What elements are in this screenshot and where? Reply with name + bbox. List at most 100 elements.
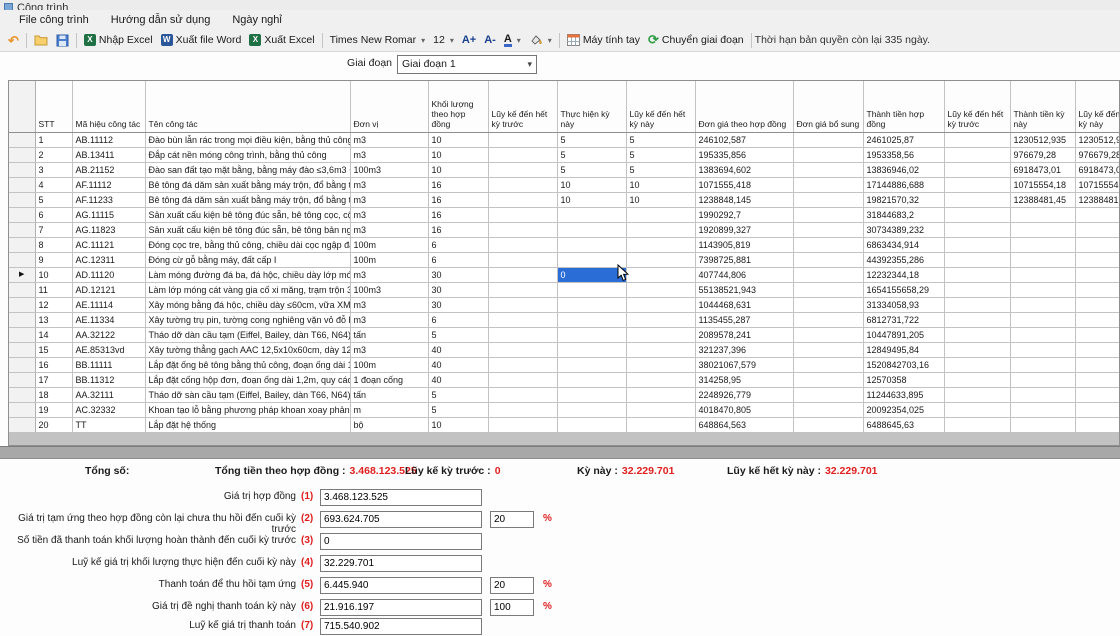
column-header[interactable]: Lũy kế đến hết kỳ này <box>626 81 696 133</box>
table-cell[interactable]: 10 <box>557 192 627 208</box>
tam-ung-percent-input[interactable] <box>490 511 534 528</box>
table-cell[interactable]: 8 <box>35 237 73 253</box>
table-cell[interactable] <box>1075 252 1119 268</box>
table-cell[interactable]: 10 <box>626 177 696 193</box>
column-header[interactable]: Thực hiện kỳ này <box>557 81 627 133</box>
table-cell[interactable]: 5 <box>626 162 696 178</box>
table-cell[interactable]: 5 <box>626 132 696 148</box>
table-cell[interactable]: 38021067,579 <box>695 357 794 373</box>
menu-ngay-nghi[interactable]: Ngày nghỉ <box>232 13 282 26</box>
table-cell[interactable] <box>626 387 696 403</box>
table-cell[interactable]: 1383694,602 <box>695 162 794 178</box>
table-cell[interactable]: 40 <box>428 357 489 373</box>
table-cell[interactable] <box>1010 342 1076 358</box>
table-cell[interactable] <box>488 267 558 283</box>
row-selector[interactable] <box>9 162 36 178</box>
table-cell[interactable]: 100m3 <box>350 282 429 298</box>
column-header[interactable]: Thành tiền hợp đồng <box>863 81 945 133</box>
table-cell[interactable]: 321237,396 <box>695 342 794 358</box>
table-cell[interactable]: 10447891,205 <box>863 327 945 343</box>
table-cell[interactable]: 15 <box>35 342 73 358</box>
table-cell[interactable] <box>557 297 627 313</box>
table-cell[interactable] <box>793 222 864 238</box>
table-cell[interactable] <box>626 417 696 433</box>
table-cell[interactable]: 4 <box>35 177 73 193</box>
table-cell[interactable]: 5 <box>557 132 627 148</box>
save-button[interactable] <box>52 33 73 48</box>
table-cell[interactable] <box>488 312 558 328</box>
table-cell[interactable]: AF.11112 <box>72 177 146 193</box>
table-cell[interactable]: Xây tường trụ pin, tường cong nghiêng vặ… <box>145 312 351 328</box>
table-cell[interactable]: m3 <box>350 312 429 328</box>
row-selector[interactable] <box>9 222 36 238</box>
table-cell[interactable]: 30734389,232 <box>863 222 945 238</box>
table-cell[interactable]: 4018470,805 <box>695 402 794 418</box>
table-cell[interactable] <box>1075 312 1119 328</box>
table-cell[interactable]: 1044468,631 <box>695 297 794 313</box>
table-cell[interactable]: 31334058,93 <box>863 297 945 313</box>
table-cell[interactable]: Lắp đặt cống hộp đơn, đoạn ống dài 1,2m,… <box>145 372 351 388</box>
table-cell[interactable]: m <box>350 402 429 418</box>
table-cell[interactable]: AC.11121 <box>72 237 146 253</box>
table-cell[interactable] <box>793 252 864 268</box>
table-cell[interactable] <box>944 267 1011 283</box>
table-cell[interactable]: Bê tông đá dăm sản xuất bằng máy trộn, đ… <box>145 177 351 193</box>
table-cell[interactable]: 12232344,18 <box>863 267 945 283</box>
thu-hoi-percent-input[interactable] <box>490 577 534 594</box>
table-cell[interactable] <box>944 417 1011 433</box>
table-cell[interactable]: 6918473,01 <box>1010 162 1076 178</box>
column-header[interactable]: Mã hiệu công tác <box>72 81 146 133</box>
table-cell[interactable] <box>793 207 864 223</box>
menu-huong-dan[interactable]: Hướng dẫn sử dụng <box>110 13 211 26</box>
row-selector[interactable] <box>9 207 36 223</box>
table-cell[interactable] <box>944 297 1011 313</box>
table-cell[interactable]: AB.21152 <box>72 162 146 178</box>
table-cell[interactable]: 6 <box>428 252 489 268</box>
table-cell[interactable]: 30 <box>428 297 489 313</box>
table-cell[interactable] <box>944 357 1011 373</box>
table-cell[interactable] <box>626 357 696 373</box>
table-cell[interactable]: Đào san đất tạo mặt bằng, bằng máy đào ≤… <box>145 162 351 178</box>
table-cell[interactable]: AC.32332 <box>72 402 146 418</box>
xuat-excel-button[interactable]: X Xuất Excel <box>245 33 318 47</box>
xuat-file-word-button[interactable]: W Xuất file Word <box>157 33 246 47</box>
table-cell[interactable] <box>793 267 864 283</box>
table-cell[interactable] <box>793 387 864 403</box>
table-cell[interactable]: AD.11120 <box>72 267 146 283</box>
table-cell[interactable] <box>944 222 1011 238</box>
font-color-button[interactable]: A ▾ <box>500 33 525 48</box>
table-cell[interactable]: 100m <box>350 252 429 268</box>
table-cell[interactable]: 1 đoạn cống <box>350 372 429 388</box>
table-cell[interactable] <box>944 252 1011 268</box>
table-cell[interactable]: 30 <box>428 282 489 298</box>
table-cell[interactable] <box>944 162 1011 178</box>
table-cell[interactable] <box>488 402 558 418</box>
column-header[interactable]: Đơn giá theo hợp đồng <box>695 81 794 133</box>
table-cell[interactable]: 6918473,01 <box>1075 162 1119 178</box>
table-cell[interactable] <box>1010 402 1076 418</box>
table-cell[interactable]: 648864,563 <box>695 417 794 433</box>
table-cell[interactable]: 10 <box>428 417 489 433</box>
column-header[interactable]: Thành tiền kỳ này <box>1010 81 1076 133</box>
table-cell[interactable]: 16 <box>35 357 73 373</box>
table-cell[interactable] <box>488 147 558 163</box>
table-cell[interactable]: AA.32111 <box>72 387 146 403</box>
table-cell[interactable] <box>1010 207 1076 223</box>
table-cell[interactable]: 16 <box>428 207 489 223</box>
table-cell[interactable] <box>1075 282 1119 298</box>
table-cell[interactable]: Lắp đặt ống bê tông bằng thủ công, đoạn … <box>145 357 351 373</box>
table-cell[interactable] <box>1010 357 1076 373</box>
table-cell[interactable]: 12388481,45 <box>1010 192 1076 208</box>
table-cell[interactable]: m3 <box>350 132 429 148</box>
luy-ke-thanh-toan-input[interactable] <box>320 618 482 635</box>
table-cell[interactable]: 12388481,45 <box>1075 192 1119 208</box>
table-cell[interactable]: 2461025,87 <box>863 132 945 148</box>
table-cell[interactable]: 30 <box>428 267 489 283</box>
table-cell[interactable] <box>1075 372 1119 388</box>
table-cell[interactable] <box>557 282 627 298</box>
table-cell[interactable]: 16 <box>428 192 489 208</box>
table-cell[interactable] <box>488 177 558 193</box>
row-selector[interactable] <box>9 132 36 148</box>
table-cell[interactable]: Xây tường thẳng gạch AAC 12,5x10x60cm, d… <box>145 342 351 358</box>
column-header[interactable]: Khối lượng theo hợp đồng <box>428 81 489 133</box>
